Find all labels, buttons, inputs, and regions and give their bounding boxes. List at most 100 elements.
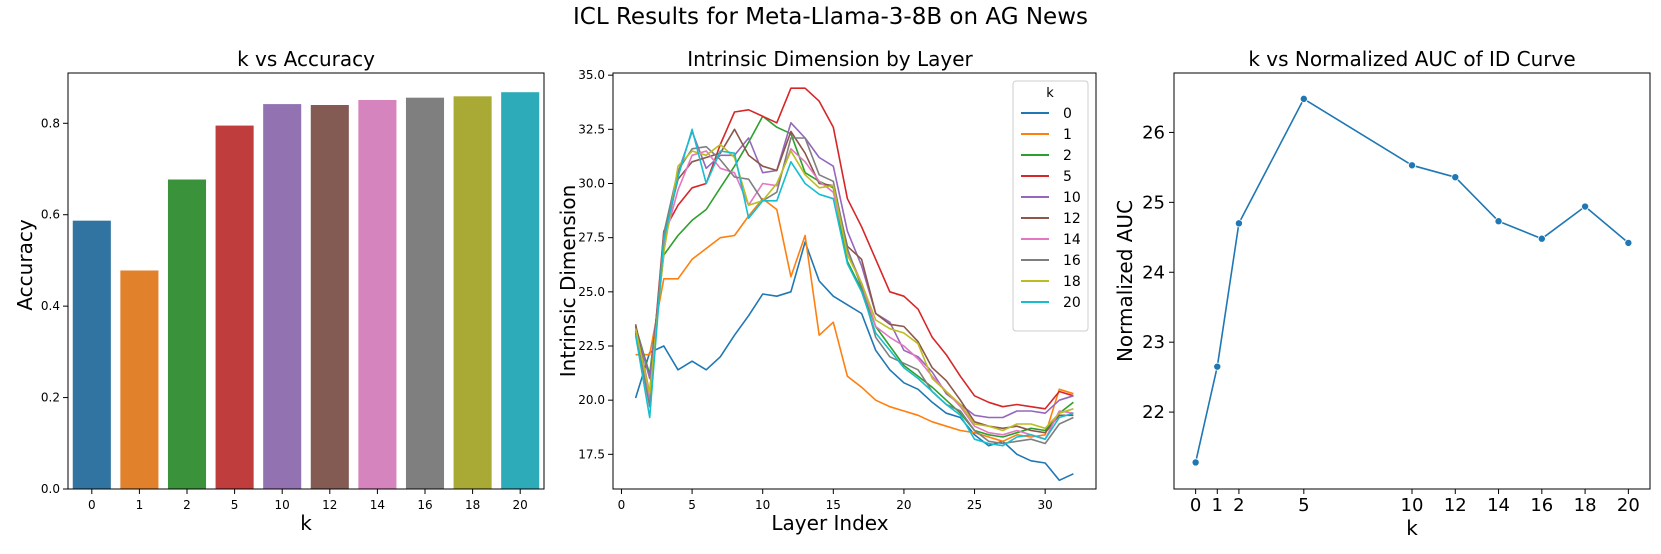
legend-label-k-10: 10 xyxy=(1063,190,1081,206)
accuracy-x-tick-label: 0 xyxy=(88,498,96,512)
id-x-tick-label: 15 xyxy=(826,498,841,512)
auc-axes-frame xyxy=(1173,72,1651,490)
id-series-line-k-0 xyxy=(634,241,1074,482)
id-x-label: Layer Index xyxy=(771,511,888,535)
auc-point-k-0 xyxy=(1191,458,1200,467)
accuracy-bar-k-14 xyxy=(358,99,397,489)
accuracy-bar-k-0 xyxy=(72,220,111,489)
auc-point-k-14 xyxy=(1494,217,1503,226)
accuracy-x-tick-label: 20 xyxy=(513,498,528,512)
accuracy-bar-k-1 xyxy=(120,270,159,489)
accuracy-bar-k-2 xyxy=(167,179,207,489)
auc-point-k-16 xyxy=(1537,234,1546,243)
accuracy-axes-frame xyxy=(67,72,545,490)
auc-x-tick-label: 10 xyxy=(1401,495,1424,516)
id-axes-frame xyxy=(612,72,1097,490)
legend-title: k xyxy=(1046,86,1054,101)
id-x-tick-label: 5 xyxy=(688,498,696,512)
accuracy-bars xyxy=(72,92,540,490)
legend-label-k-1: 1 xyxy=(1063,127,1072,143)
legend-label-k-2: 2 xyxy=(1063,148,1072,164)
auc-x-tick-label: 14 xyxy=(1487,495,1510,516)
auc-y-tick-label: 22 xyxy=(1142,402,1165,423)
id-y-tick-label: 27.5 xyxy=(578,231,605,245)
id-series-line-k-10 xyxy=(634,122,1074,419)
accuracy-bar-chart: k vs Accuracy k Accuracy 0.0 0.2 0.4 0.6 0.8… xyxy=(13,47,545,535)
legend-label-k-16: 16 xyxy=(1063,253,1081,269)
accuracy-bar-k-5 xyxy=(215,125,254,490)
auc-x-tick-label: 0 xyxy=(1190,495,1201,516)
accuracy-x-tick-label: 12 xyxy=(322,498,337,512)
accuracy-x-tick-label: 14 xyxy=(370,498,385,512)
id-series-line-k-2 xyxy=(634,115,1074,438)
id-y-tick-label: 25.0 xyxy=(578,285,605,299)
legend-label-k-0: 0 xyxy=(1063,106,1072,122)
accuracy-y-tick-label: 0.0 xyxy=(41,482,60,496)
auc-point-k-5 xyxy=(1299,94,1308,103)
figure-title: ICL Results for Meta-Llama-3-8B on AG Ne… xyxy=(573,4,1088,30)
accuracy-x-tick-label: 10 xyxy=(275,498,290,512)
id-series-line-k-16 xyxy=(634,137,1074,445)
auc-x-tick-label: 1 xyxy=(1212,495,1223,516)
id-x-tick-label: 25 xyxy=(967,498,982,512)
accuracy-y-tick-label: 0.2 xyxy=(41,391,60,405)
legend-label-k-5: 5 xyxy=(1063,169,1072,185)
id-x-tick-label: 30 xyxy=(1038,498,1053,512)
auc-line xyxy=(1191,94,1633,467)
auc-y-tick-label: 24 xyxy=(1142,262,1165,283)
id-y-tick-label: 17.5 xyxy=(578,447,605,461)
accuracy-bar-k-10 xyxy=(263,104,302,489)
legend-label-k-20: 20 xyxy=(1063,295,1081,311)
id-x-tick-label: 10 xyxy=(755,498,770,512)
accuracy-y-tick-label: 0.6 xyxy=(41,208,60,222)
id-series-line-k-14 xyxy=(634,148,1074,441)
id-ticks: 0 5 10 15 20 25 30 17.5 20.0 22.5 25.0 27.5 30.0 32.5… xyxy=(578,68,1053,512)
id-y-tick-label: 35.0 xyxy=(578,68,605,82)
legend-box xyxy=(1012,80,1089,332)
auc-point-k-12 xyxy=(1451,173,1460,182)
auc-point-k-20 xyxy=(1624,238,1633,247)
id-x-tick-label: 20 xyxy=(896,498,911,512)
id-chart-title: Intrinsic Dimension by Layer xyxy=(687,47,973,71)
intrinsic-dimension-line-chart: Intrinsic Dimension by Layer Layer Index… xyxy=(556,47,1097,535)
accuracy-bar-k-18 xyxy=(453,96,492,490)
auc-y-label: Normalized AUC xyxy=(1113,200,1137,362)
auc-series-line xyxy=(1194,98,1629,463)
accuracy-bar-k-16 xyxy=(405,97,445,489)
accuracy-y-label: Accuracy xyxy=(13,219,37,310)
accuracy-x-tick-label: 16 xyxy=(417,498,432,512)
id-series-line-k-12 xyxy=(634,128,1074,434)
id-y-label: Intrinsic Dimension xyxy=(556,185,580,378)
accuracy-bar-k-20 xyxy=(501,92,540,489)
id-y-tick-label: 20.0 xyxy=(578,393,605,407)
accuracy-chart-title: k vs Accuracy xyxy=(237,47,375,71)
auc-point-k-18 xyxy=(1581,202,1590,211)
accuracy-x-tick-label: 18 xyxy=(465,498,480,512)
auc-point-k-1 xyxy=(1213,362,1222,371)
accuracy-y-tick-label: 0.4 xyxy=(41,299,60,313)
id-series-line-k-1 xyxy=(635,197,1074,443)
legend-label-k-12: 12 xyxy=(1063,211,1081,227)
auc-y-tick-label: 26 xyxy=(1142,122,1165,143)
id-series-lines xyxy=(634,87,1074,482)
auc-x-tick-label: 5 xyxy=(1298,495,1309,516)
accuracy-ticks: 0.00.20.40.60.80 1 2 5 10 12 14 16 18 20 xyxy=(41,116,528,512)
auc-x-label: k xyxy=(1406,516,1418,540)
legend-label-k-18: 18 xyxy=(1063,274,1081,290)
auc-point-k-2 xyxy=(1234,219,1243,228)
auc-y-tick-label: 25 xyxy=(1142,192,1165,213)
accuracy-bar-k-12 xyxy=(310,105,349,489)
accuracy-x-tick-label: 1 xyxy=(136,498,144,512)
accuracy-y-tick-label: 0.8 xyxy=(41,116,60,130)
accuracy-x-label: k xyxy=(300,511,312,535)
id-series-line-k-20 xyxy=(634,128,1074,447)
id-series-line-k-18 xyxy=(634,143,1074,432)
auc-x-tick-label: 18 xyxy=(1574,495,1597,516)
auc-x-tick-label: 20 xyxy=(1617,495,1640,516)
accuracy-x-tick-label: 2 xyxy=(183,498,191,512)
auc-x-tick-label: 16 xyxy=(1530,495,1553,516)
accuracy-x-tick-label: 5 xyxy=(231,498,239,512)
